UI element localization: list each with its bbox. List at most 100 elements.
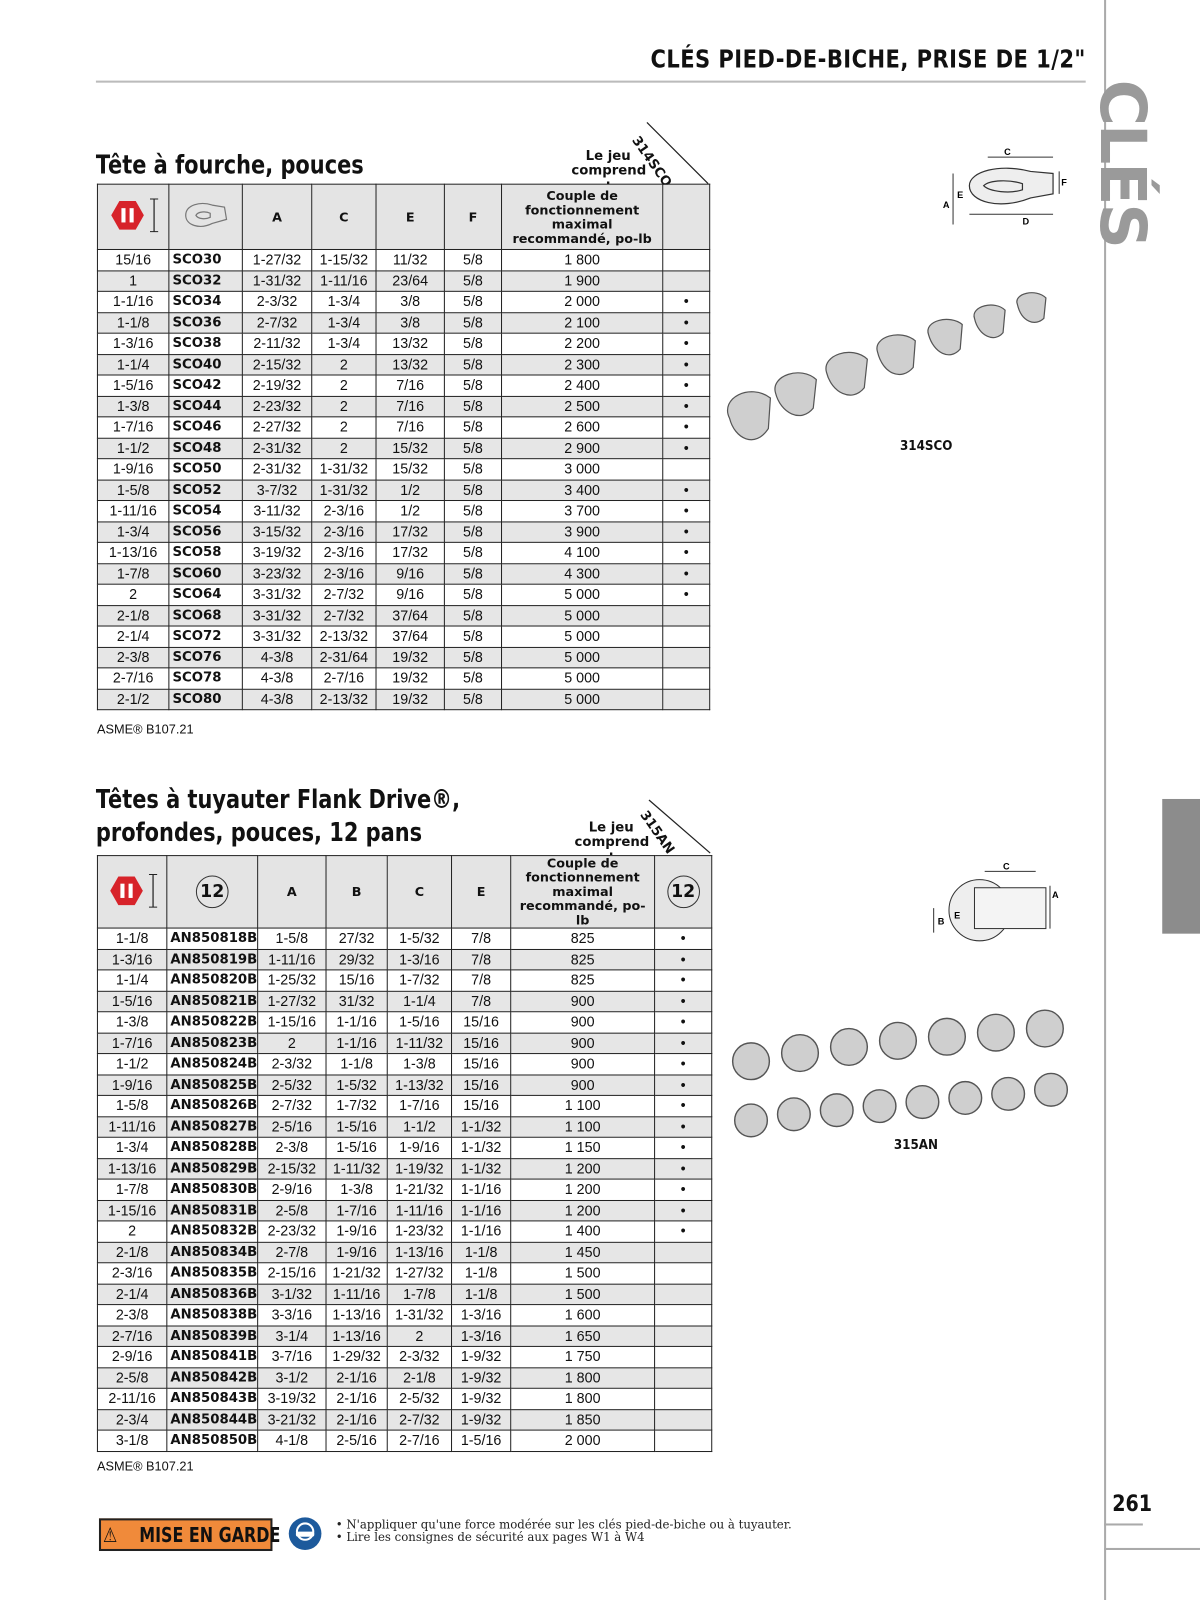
- torque-cell: 1 150: [510, 1136, 656, 1159]
- col-header: C: [311, 183, 377, 250]
- table-row: 1-13/16 AN850829B 2-15/32 1-11/32 1-19/32 1-1…: [96, 1157, 713, 1180]
- set-included-cell: [654, 1304, 713, 1326]
- dimension-cell: 2-5/16: [325, 1429, 388, 1452]
- set-included-cell: [662, 688, 711, 711]
- dimension-cell: 37/64: [375, 625, 445, 648]
- torque-cell: 5 000: [501, 688, 664, 711]
- torque-cell: 1 750: [510, 1345, 656, 1368]
- dimension-cell: 1-3/16: [451, 1304, 512, 1326]
- size-cell: 2-9/16: [96, 1345, 168, 1368]
- part-number-cell: AN850824B: [166, 1053, 259, 1075]
- dimension-cell: 19/32: [375, 667, 445, 690]
- set-included-cell: [654, 1366, 713, 1389]
- table-row: 15/16 SCO30 1-27/32 1-15/32 11/32 5/8 1 800: [96, 248, 711, 271]
- part-number-cell: SCO64: [168, 583, 243, 606]
- dimension-cell: 2-7/8: [257, 1241, 327, 1264]
- svg-text:F: F: [1061, 178, 1067, 188]
- dimension-cell: 1-25/32: [257, 969, 327, 992]
- table-row: 1-3/16 SCO38 2-11/32 1-3/4 13/32 5/8 2 200 •: [96, 332, 711, 355]
- torque-cell: 1 650: [510, 1325, 656, 1347]
- torque-cell: 2 300: [501, 353, 664, 376]
- table-row: 1-3/8 SCO44 2-23/32 2 7/16 5/8 2 500 •: [96, 395, 711, 418]
- dimension-cell: 15/32: [375, 458, 445, 481]
- part-number-cell: SCO34: [168, 290, 243, 313]
- set-included-cell: [654, 1325, 713, 1347]
- dimension-cell: 1-1/2: [386, 1115, 453, 1138]
- dimension-cell: 2: [311, 437, 377, 460]
- torque-cell: 3 400: [501, 479, 664, 502]
- part-number-cell: AN850838B: [166, 1304, 259, 1326]
- set-included-cell: [654, 1283, 713, 1306]
- size-cell: 2-5/8: [96, 1366, 168, 1389]
- dimension-cell: 1-3/8: [325, 1178, 388, 1201]
- twelve-point-icon: 12: [666, 875, 700, 909]
- part-number-cell: AN850832B: [166, 1220, 259, 1243]
- size-cell: 1-7/16: [96, 416, 170, 439]
- part-number-cell: SCO80: [168, 688, 243, 711]
- dimension-cell: 1-1/32: [451, 1157, 512, 1180]
- torque-cell: 2 600: [501, 416, 664, 439]
- dimension-cell: 4-3/8: [241, 688, 313, 711]
- dimension-cell: 5/8: [443, 311, 503, 334]
- dimension-cell: 7/16: [375, 416, 445, 439]
- set-included-cell: •: [654, 948, 713, 971]
- size-cell: 2-1/8: [96, 604, 170, 627]
- size-cell: 2-3/8: [96, 646, 170, 669]
- dimension-cell: 1-7/32: [325, 1094, 388, 1117]
- torque-cell: 5 000: [501, 604, 664, 627]
- col-header: B: [325, 855, 388, 929]
- set-included-cell: •: [654, 1053, 713, 1075]
- page-number: 261: [1112, 1491, 1153, 1518]
- size-cell: 1-11/16: [96, 500, 170, 522]
- dimension-cell: 2-15/32: [241, 353, 313, 376]
- table-row: 1-9/16 SCO50 2-31/32 1-31/32 15/32 5/8 3 000: [96, 458, 711, 481]
- set-included-cell: •: [654, 969, 713, 992]
- table-row: 2-1/8 AN850834B 2-7/8 1-9/16 1-13/16 1-1/8 1 4…: [96, 1241, 713, 1264]
- dimension-cell: 1-1/8: [451, 1283, 512, 1306]
- table-row: 1-3/4 AN850828B 2-3/8 1-5/16 1-9/16 1-1/32 1 1…: [96, 1136, 713, 1159]
- dimension-cell: 2-27/32: [241, 416, 313, 439]
- size-cell: 1-1/8: [96, 927, 168, 950]
- size-cell: 2: [96, 583, 170, 606]
- dimension-cell: 1-9/16: [325, 1220, 388, 1243]
- set-included-cell: •: [662, 437, 711, 460]
- flank-drive-dimension-diagram: C B E A: [933, 861, 1059, 942]
- part-number-cell: SCO44: [168, 395, 243, 418]
- dimension-cell: 3-31/32: [241, 583, 313, 606]
- table-row: 1-5/8 AN850826B 2-7/32 1-7/32 1-7/16 15/16 1 1…: [96, 1094, 713, 1117]
- size-cell: 2-1/4: [96, 625, 170, 648]
- size-cell: 1-1/16: [96, 290, 170, 313]
- dimension-cell: 1-1/4: [386, 990, 453, 1013]
- size-cell: 15/16: [96, 248, 170, 271]
- dimension-cell: 19/32: [375, 646, 445, 669]
- torque-cell: 5 000: [501, 625, 664, 648]
- dimension-cell: 2: [311, 395, 377, 418]
- set-included-cell: •: [654, 1032, 713, 1055]
- table-row: 1 SCO32 1-31/32 1-11/16 23/64 5/8 1 900: [96, 269, 711, 292]
- torque-cell: 2 500: [501, 395, 664, 418]
- svg-text:E: E: [957, 190, 963, 200]
- dimension-cell: 3-1/32: [257, 1283, 327, 1306]
- dimension-cell: 1-9/32: [451, 1345, 512, 1368]
- dimension-cell: 31/32: [325, 990, 388, 1013]
- torque-cell: 1 850: [510, 1408, 656, 1431]
- dimension-cell: 1-7/8: [386, 1283, 453, 1306]
- dimension-cell: 5/8: [443, 374, 503, 397]
- col-header-set: 12: [654, 855, 713, 929]
- size-cell: 2: [96, 1220, 168, 1243]
- size-cell: 1-5/8: [96, 1094, 168, 1117]
- dimension-cell: 1-27/32: [257, 990, 327, 1013]
- dimension-cell: 3-31/32: [241, 625, 313, 648]
- dimension-cell: 2-7/16: [386, 1429, 453, 1452]
- dimension-cell: 3-1/2: [257, 1366, 327, 1389]
- set-label: Le jeu comprend :: [574, 820, 650, 864]
- table-row: 2-9/16 AN850841B 3-7/16 1-29/32 2-3/32 1-9/32…: [96, 1345, 713, 1368]
- table-row: 2-7/16 AN850839B 3-1/4 1-13/16 2 1-3/16 1 650: [96, 1325, 713, 1347]
- set-included-cell: [662, 458, 711, 481]
- part-column-header: [168, 183, 243, 250]
- flank-drive-table: 12 A B C E Couple de fonctionnement maxi…: [96, 855, 713, 1452]
- set-included-cell: •: [662, 520, 711, 543]
- dimension-cell: 1-1/16: [325, 1032, 388, 1055]
- torque-cell: 825: [510, 969, 656, 992]
- dimension-cell: 37/64: [375, 604, 445, 627]
